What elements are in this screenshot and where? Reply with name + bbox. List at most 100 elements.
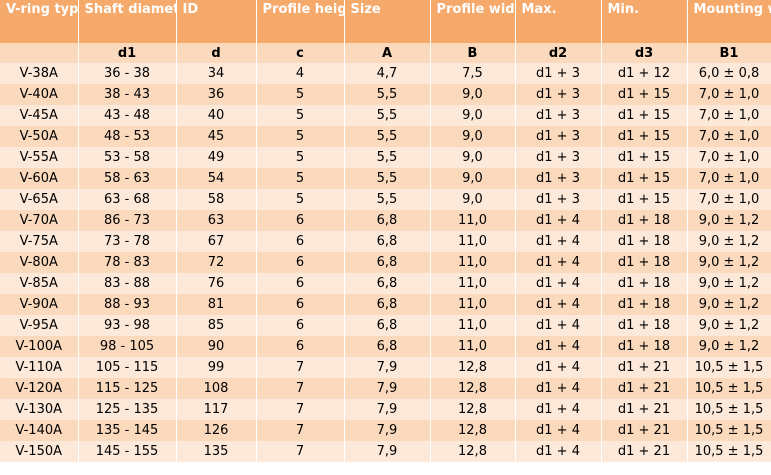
table-cell: 67 [176, 231, 257, 252]
table-cell: 9,0 [430, 84, 516, 105]
table-cell: d1 + 4 [515, 357, 602, 378]
table-row: V-95A 93 - 98 85 6 6,8 11,0 d1 + 4 d1 + 18 9,0 ±… [0, 315, 771, 336]
table-cell: d1 + 4 [515, 336, 602, 357]
table-cell: 108 [176, 378, 257, 399]
table-cell: d1 + 4 [515, 210, 602, 231]
table-cell: 5,5 [344, 105, 431, 126]
table-cell: d1 + 3 [515, 126, 602, 147]
table-cell: 6 [256, 252, 345, 273]
table-cell: 7 [256, 441, 345, 462]
symbol-cell: d3 [601, 43, 688, 63]
table-cell: 99 [176, 357, 257, 378]
table-cell: 9,0 [430, 105, 516, 126]
symbol-cell: d2 [515, 43, 602, 63]
table-cell: 7,9 [344, 378, 431, 399]
table-cell: 6,8 [344, 294, 431, 315]
symbol-row: d1 d c A B d2 d3 B1 [0, 43, 771, 63]
table-cell: d1 + 12 [601, 63, 688, 84]
table-cell: 10,5 ± 1,5 [687, 399, 771, 420]
table-cell: d1 + 3 [515, 84, 602, 105]
table-cell: d1 + 15 [601, 168, 688, 189]
table-cell: 5,5 [344, 147, 431, 168]
table-cell: 40 [176, 105, 257, 126]
table-cell: 6,8 [344, 315, 431, 336]
table-cell: 81 [176, 294, 257, 315]
table-row: V-38A 36 - 38 34 4 4,7 7,5 d1 + 3 d1 + 12 6,0 ± … [0, 63, 771, 84]
table-cell: 88 - 93 [78, 294, 177, 315]
table-cell: 12,8 [430, 399, 516, 420]
table-cell: 6 [256, 315, 345, 336]
table-cell: 72 [176, 252, 257, 273]
table-cell: 9,0 ± 1,2 [687, 252, 771, 273]
table-cell: 11,0 [430, 273, 516, 294]
table-cell: 93 - 98 [78, 315, 177, 336]
table-cell: 6,8 [344, 273, 431, 294]
table-cell: d1 + 18 [601, 231, 688, 252]
table-cell: d1 + 4 [515, 231, 602, 252]
table-cell: V-110A [0, 357, 79, 378]
table-cell: d1 + 4 [515, 378, 602, 399]
header-max: Max. [515, 0, 602, 43]
table-cell: 5 [256, 126, 345, 147]
table-cell: d1 + 3 [515, 63, 602, 84]
symbol-cell: c [256, 43, 345, 63]
table-cell: 117 [176, 399, 257, 420]
table-cell: 9,0 ± 1,2 [687, 273, 771, 294]
table-cell: 36 - 38 [78, 63, 177, 84]
table-row: V-60A 58 - 63 54 5 5,5 9,0 d1 + 3 d1 + 15 7,0 ± … [0, 168, 771, 189]
table-cell: 7 [256, 399, 345, 420]
table-row: V-140A 135 - 145 126 7 7,9 12,8 d1 + 4 d1 + 21 1… [0, 420, 771, 441]
table-cell: 76 [176, 273, 257, 294]
table-cell: V-75A [0, 231, 79, 252]
table-cell: d1 + 3 [515, 189, 602, 210]
table-cell: 7,0 ± 1,0 [687, 126, 771, 147]
table-cell: 7,0 ± 1,0 [687, 84, 771, 105]
table-cell: d1 + 4 [515, 441, 602, 462]
table-cell: 4,7 [344, 63, 431, 84]
table-cell: 54 [176, 168, 257, 189]
table-cell: V-45A [0, 105, 79, 126]
table-row: V-55A 53 - 58 49 5 5,5 9,0 d1 + 3 d1 + 15 7,0 ± … [0, 147, 771, 168]
table-cell: 63 [176, 210, 257, 231]
table-cell: V-60A [0, 168, 79, 189]
table-cell: 6 [256, 210, 345, 231]
table-cell: 86 - 73 [78, 210, 177, 231]
table-cell: 11,0 [430, 231, 516, 252]
table-cell: 58 - 63 [78, 168, 177, 189]
table-cell: V-70A [0, 210, 79, 231]
table-cell: 7,0 ± 1,0 [687, 189, 771, 210]
table-cell: 36 [176, 84, 257, 105]
table-cell: 5,5 [344, 189, 431, 210]
table-cell: d1 + 4 [515, 315, 602, 336]
table-cell: 9,0 ± 1,2 [687, 231, 771, 252]
table-cell: 9,0 [430, 168, 516, 189]
table-cell: 53 - 58 [78, 147, 177, 168]
header-mounting-width: Mounting width [687, 0, 771, 43]
table-cell: d1 + 4 [515, 252, 602, 273]
table-cell: d1 + 18 [601, 294, 688, 315]
table-cell: V-90A [0, 294, 79, 315]
table-cell: 11,0 [430, 210, 516, 231]
table-cell: 5 [256, 189, 345, 210]
table-row: V-150A 145 - 155 135 7 7,9 12,8 d1 + 4 d1 + 21 1… [0, 441, 771, 462]
table-cell: 11,0 [430, 336, 516, 357]
table-cell: 5 [256, 105, 345, 126]
table-cell: d1 + 15 [601, 105, 688, 126]
table-cell: 5 [256, 84, 345, 105]
table-cell: d1 + 18 [601, 210, 688, 231]
table-cell: 115 - 125 [78, 378, 177, 399]
table-cell: 10,5 ± 1,5 [687, 441, 771, 462]
table-cell: 6,8 [344, 231, 431, 252]
table-cell: 78 - 83 [78, 252, 177, 273]
table-cell: 38 - 43 [78, 84, 177, 105]
table-cell: d1 + 4 [515, 294, 602, 315]
table-cell: d1 + 4 [515, 399, 602, 420]
table-cell: 6,0 ± 0,8 [687, 63, 771, 84]
table-cell: 6 [256, 231, 345, 252]
table-cell: d1 + 18 [601, 336, 688, 357]
table-cell: 6 [256, 273, 345, 294]
table-row: V-50A 48 - 53 45 5 5,5 9,0 d1 + 3 d1 + 15 7,0 ± … [0, 126, 771, 147]
table-cell: d1 + 15 [601, 84, 688, 105]
header-shaft-diameter: Shaft diameter [78, 0, 177, 43]
table-cell: 98 - 105 [78, 336, 177, 357]
